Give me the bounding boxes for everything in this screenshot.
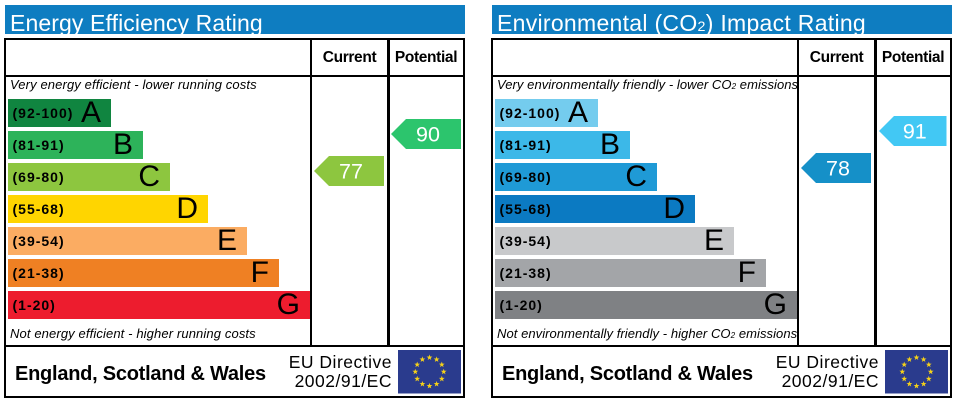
svg-text:90: 90 <box>416 122 440 146</box>
svg-text:78: 78 <box>826 156 850 180</box>
svg-text:77: 77 <box>339 159 363 183</box>
svg-text:91: 91 <box>903 119 927 143</box>
